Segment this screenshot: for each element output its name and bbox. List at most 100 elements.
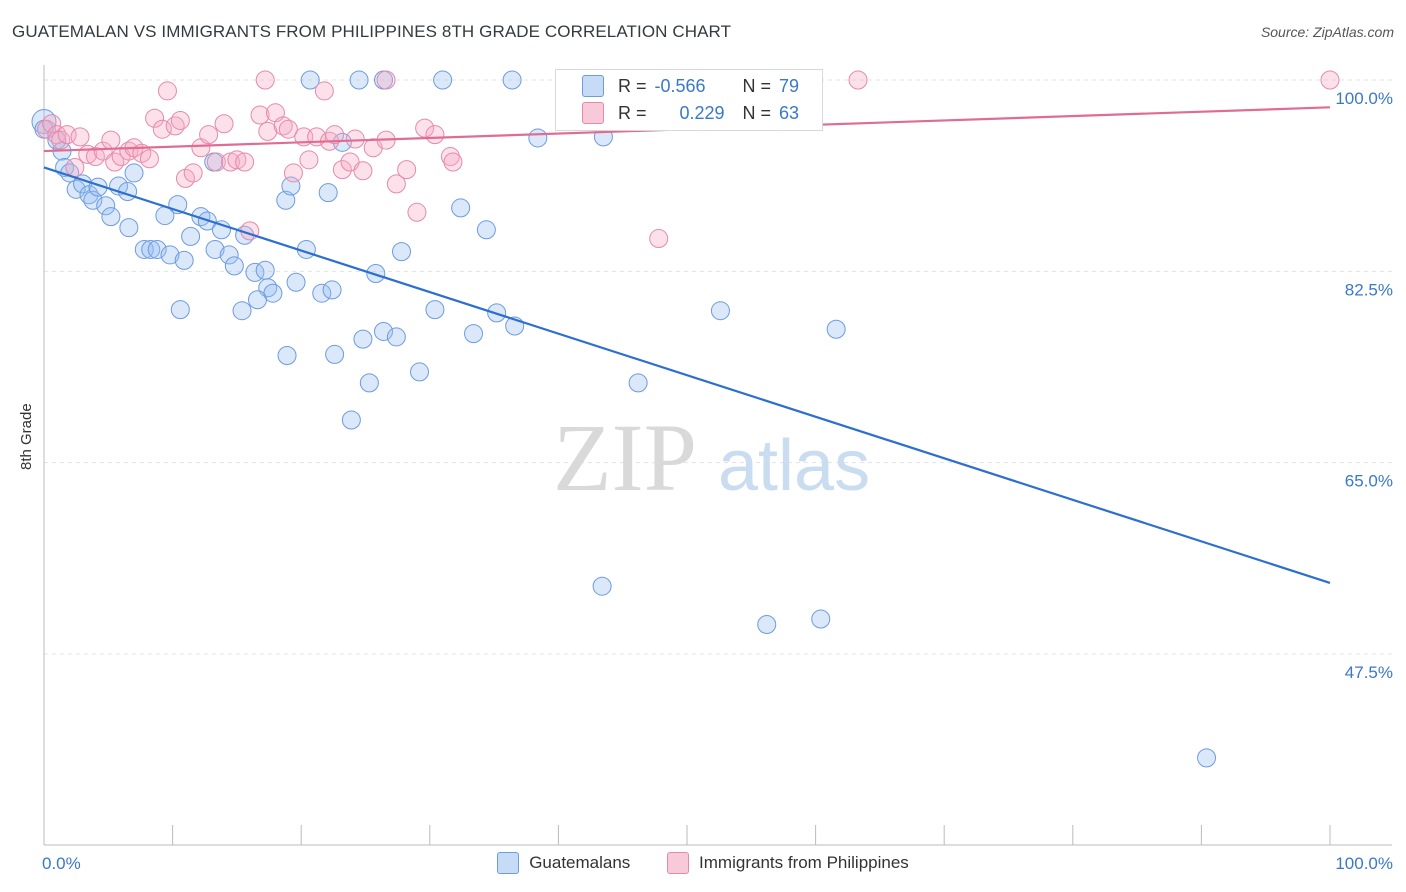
legend-r-label: R = — [618, 75, 647, 96]
guatemalans-point-31 — [224, 256, 244, 276]
legend-swatch-philippines — [667, 852, 690, 874]
guatemalans-point-47 — [318, 183, 338, 203]
watermark-atlas: atlas — [718, 426, 870, 506]
y-tick-label-0: 47.5% — [1345, 663, 1393, 682]
philippines-point-23 — [183, 163, 203, 183]
philippines-point-41 — [314, 81, 334, 101]
guatemalans-point-69 — [528, 128, 548, 148]
philippines-point-3 — [51, 130, 71, 150]
legend-r-value: -0.566 — [654, 75, 706, 96]
guatemalans-point-12 — [101, 207, 121, 227]
philippines-point-29 — [227, 150, 247, 170]
philippines-point-17 — [145, 108, 165, 128]
guatemalans-point-71 — [592, 576, 612, 596]
legend-label-guatemalans: Guatemalans — [529, 853, 631, 872]
philippines-point-54 — [425, 125, 445, 145]
guatemalans-point-51 — [353, 329, 373, 349]
watermark-zip: ZIP — [553, 404, 697, 511]
guatemalans-point-11 — [96, 196, 116, 216]
guatemalans-point-18 — [141, 239, 161, 259]
legend-n-value: 79 — [779, 75, 800, 96]
guatemalans-point-48 — [325, 344, 345, 364]
guatemalans-point-74 — [757, 614, 777, 634]
philippines-point-35 — [273, 116, 293, 136]
guatemalans-point-58 — [425, 300, 445, 320]
guatemalans-point-68 — [502, 70, 522, 90]
chart-title: GUATEMALAN VS IMMIGRANTS FROM PHILIPPINE… — [12, 22, 732, 41]
guatemalans-point-6 — [66, 179, 86, 199]
philippines-point-36 — [278, 119, 298, 139]
legend-item-philippines: Immigrants from Philippines — [667, 852, 909, 874]
guatemalans-point-57 — [410, 362, 430, 382]
legend-swatch-pink — [582, 102, 604, 124]
philippines-point-32 — [250, 105, 270, 125]
guatemalans-point-78 — [1197, 748, 1217, 768]
philippines-point-37 — [283, 163, 303, 183]
philippines-point-10 — [101, 130, 121, 150]
philippines-point-51 — [397, 160, 417, 180]
guatemalans-point-64 — [349, 70, 369, 90]
grid-lines — [44, 79, 1392, 655]
legend-n-value: 63 — [779, 102, 800, 123]
philippines-point-52 — [407, 202, 427, 222]
guatemalans-point-38 — [232, 301, 252, 321]
guatemalans-point-61 — [476, 220, 496, 240]
guatemalans-point-45 — [312, 283, 332, 303]
guatemalans-point-37 — [247, 290, 267, 310]
y-tick-label-2: 82.5% — [1345, 280, 1393, 299]
philippines-point-1 — [42, 114, 62, 134]
philippines-point-44 — [332, 160, 352, 180]
x-tick-label-1: 100.0% — [1335, 854, 1393, 873]
philippines-point-9 — [93, 141, 113, 161]
y-tick-label-1: 65.0% — [1345, 472, 1393, 491]
y-tick-label-3: 100.0% — [1335, 89, 1393, 108]
philippines-point-11 — [105, 152, 125, 172]
philippines-point-46 — [345, 129, 365, 149]
philippines-point-61 — [649, 229, 669, 249]
guatemalans-point-42 — [277, 346, 297, 366]
data-points — [31, 70, 1340, 768]
philippines-point-62 — [1320, 70, 1340, 90]
legend-swatch-guatemalans — [497, 852, 520, 874]
philippines-point-26 — [206, 152, 226, 172]
series-legend: Guatemalans Immigrants from Philippines — [0, 852, 1406, 879]
guatemalans-point-60 — [464, 324, 484, 344]
philippines-point-43 — [325, 125, 345, 145]
guatemalans-point-34 — [255, 260, 275, 280]
legend-r-value: 0.229 — [679, 102, 725, 123]
philippines-point-55 — [440, 147, 460, 167]
philippines-point-58 — [376, 70, 396, 90]
guatemalans-point-30 — [219, 245, 239, 265]
guatemalans-point-77 — [811, 609, 831, 629]
philippines-point-21 — [170, 110, 190, 130]
philippines-point-18 — [152, 119, 172, 139]
legend-row-philippines: R = 0.229 N = 63 — [582, 101, 799, 125]
axes — [43, 65, 1392, 846]
philippines-point-2 — [47, 125, 67, 145]
legend-label-philippines: Immigrants from Philippines — [699, 853, 909, 872]
guatemalans-point-43 — [286, 272, 306, 292]
guatemalans-point-67 — [300, 70, 320, 90]
philippines-point-30 — [235, 152, 255, 172]
guatemalans-point-75 — [826, 319, 846, 339]
guatemalans-point-55 — [386, 327, 406, 347]
philippines-point-33 — [258, 121, 278, 141]
guatemalans-point-50 — [341, 410, 361, 430]
philippines-point-19 — [157, 81, 177, 101]
guatemalans-point-54 — [374, 321, 394, 341]
philippines-point-56 — [443, 152, 463, 172]
legend-item-guatemalans: Guatemalans — [497, 852, 630, 874]
guatemalans-point-40 — [276, 190, 296, 210]
guatemalans-point-46 — [322, 280, 342, 300]
legend-r-label: R = — [618, 102, 647, 123]
philippines-point-20 — [165, 116, 185, 136]
legend-row-guatemalans: R = -0.566 N = 79 — [582, 74, 799, 98]
guatemalans-point-19 — [147, 239, 167, 259]
correlation-legend: R = -0.566 N = 79 R = 0.229 N = 63 — [555, 69, 823, 131]
philippines-point-57 — [255, 70, 275, 90]
guatemalans-point-39 — [170, 300, 190, 320]
chart-source: Source: ZipAtlas.com — [1260, 24, 1394, 40]
philippines-point-25 — [199, 125, 219, 145]
philippines-point-39 — [299, 150, 319, 170]
